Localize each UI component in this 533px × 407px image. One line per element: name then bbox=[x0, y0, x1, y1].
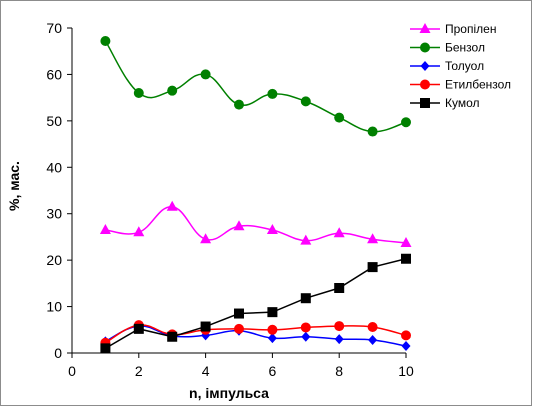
data-point bbox=[100, 36, 111, 46]
data-point bbox=[167, 331, 178, 342]
data-point bbox=[234, 323, 244, 334]
x-tick-label: 6 bbox=[269, 363, 277, 379]
data-point bbox=[368, 335, 378, 345]
data-point bbox=[367, 126, 378, 137]
data-point bbox=[267, 333, 277, 344]
x-tick-label: 4 bbox=[202, 363, 210, 379]
legend-label: Бензол bbox=[445, 41, 485, 55]
data-point bbox=[200, 69, 211, 80]
data-point bbox=[401, 253, 411, 264]
data-point bbox=[200, 321, 211, 332]
data-point bbox=[266, 223, 278, 234]
data-point bbox=[367, 262, 378, 273]
data-point bbox=[99, 223, 111, 234]
series-line bbox=[105, 324, 407, 344]
legend: Пропілен Бензол Толуол Етилбензол Кумол bbox=[410, 22, 511, 110]
data-point bbox=[166, 200, 178, 211]
data-point bbox=[267, 88, 278, 99]
data-point bbox=[300, 322, 311, 333]
y-tick-label: 60 bbox=[46, 66, 62, 82]
series-line bbox=[104, 40, 407, 133]
data-point bbox=[234, 99, 244, 110]
series-line bbox=[105, 258, 407, 350]
legend-label: Толуол bbox=[445, 59, 484, 73]
data-point bbox=[334, 112, 345, 123]
data-point bbox=[301, 331, 311, 342]
data-point bbox=[300, 293, 311, 304]
y-tick-label: 70 bbox=[46, 20, 62, 36]
legend-marker bbox=[420, 42, 430, 53]
data-point bbox=[267, 324, 278, 335]
legend-item: Етилбензол bbox=[410, 78, 511, 92]
data-point bbox=[267, 307, 278, 318]
legend-marker bbox=[419, 23, 431, 33]
data-point bbox=[234, 308, 244, 319]
data-point bbox=[133, 226, 145, 237]
axes: 0 10 20 30 40 50 60 70 0 2 4 6 8 10 bbox=[46, 20, 414, 379]
y-tick-label: 20 bbox=[46, 252, 62, 268]
data-point bbox=[367, 322, 378, 332]
y-axis-title: %, мас. bbox=[6, 161, 22, 211]
y-tick-label: 0 bbox=[54, 345, 62, 361]
series-2 bbox=[100, 36, 411, 137]
x-tick-label: 0 bbox=[68, 363, 76, 379]
y-tick-label: 40 bbox=[46, 159, 62, 175]
legend-marker bbox=[420, 79, 430, 90]
data-point bbox=[200, 233, 212, 244]
legend-label: Пропілен bbox=[445, 22, 496, 36]
legend-item: Пропілен bbox=[410, 22, 496, 36]
legend-label: Кумол bbox=[445, 96, 480, 110]
data-point bbox=[333, 227, 345, 238]
data-point bbox=[334, 334, 344, 345]
data-point bbox=[401, 117, 411, 128]
x-tick-label: 8 bbox=[335, 363, 343, 379]
series-line bbox=[105, 205, 407, 244]
legend-marker bbox=[420, 61, 430, 71]
legend-marker bbox=[420, 98, 430, 108]
legend-item: Бензол bbox=[410, 41, 485, 55]
y-tick-label: 10 bbox=[46, 299, 62, 315]
y-tick-label: 50 bbox=[46, 113, 62, 129]
x-axis-title: n, імпульса bbox=[189, 385, 269, 401]
data-point bbox=[167, 85, 178, 96]
series-layer bbox=[99, 36, 412, 354]
data-point bbox=[334, 283, 345, 293]
data-point bbox=[133, 88, 144, 98]
legend-item: Кумол bbox=[410, 96, 480, 110]
series-line bbox=[105, 325, 407, 347]
legend-label: Етилбензол bbox=[445, 78, 511, 92]
data-point bbox=[367, 233, 379, 244]
data-point bbox=[300, 234, 312, 245]
data-point bbox=[401, 341, 411, 352]
data-point bbox=[334, 321, 345, 332]
series-5 bbox=[100, 253, 411, 354]
data-point bbox=[233, 220, 245, 231]
data-point bbox=[300, 96, 311, 107]
data-point bbox=[401, 330, 411, 341]
x-tick-label: 10 bbox=[398, 363, 414, 379]
legend-item: Толуол bbox=[410, 59, 484, 73]
series-1 bbox=[99, 200, 412, 247]
x-tick-label: 2 bbox=[135, 363, 143, 379]
data-point bbox=[133, 323, 144, 334]
data-point bbox=[400, 236, 412, 247]
y-tick-label: 30 bbox=[46, 206, 62, 222]
data-point bbox=[100, 343, 111, 354]
